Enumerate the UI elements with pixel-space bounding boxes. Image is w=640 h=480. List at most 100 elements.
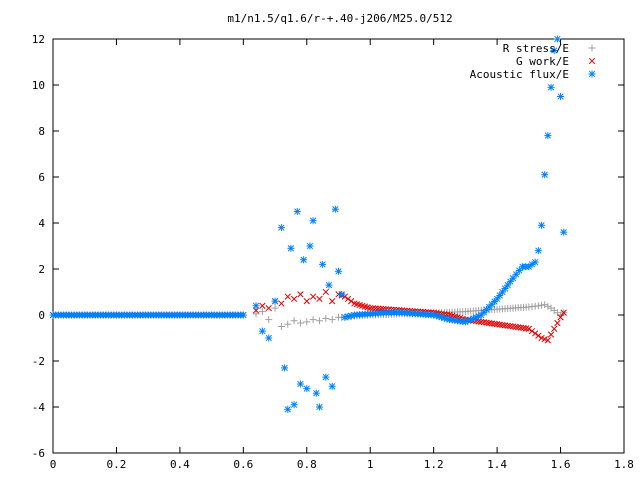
x-tick-label: 0.6 bbox=[233, 458, 253, 471]
data-point bbox=[325, 281, 333, 289]
data-point bbox=[258, 327, 266, 335]
data-point bbox=[322, 288, 329, 296]
data-point bbox=[281, 364, 289, 372]
data-point bbox=[551, 325, 558, 332]
data-point bbox=[322, 373, 330, 381]
data-point bbox=[344, 295, 352, 303]
data-point bbox=[348, 298, 355, 305]
data-point bbox=[296, 380, 304, 388]
legend-label: R stress/E bbox=[503, 42, 569, 55]
data-point bbox=[531, 258, 539, 266]
data-point bbox=[501, 285, 509, 293]
legend-marker bbox=[588, 70, 596, 78]
data-point bbox=[319, 260, 327, 268]
data-point bbox=[312, 389, 320, 397]
plot-area bbox=[49, 35, 568, 413]
y-tick-label: 0 bbox=[38, 309, 45, 322]
data-point bbox=[367, 304, 374, 312]
data-point bbox=[252, 310, 260, 318]
data-point bbox=[284, 320, 292, 328]
y-tick-label: -6 bbox=[32, 447, 45, 460]
data-point bbox=[271, 297, 279, 305]
data-point bbox=[496, 291, 504, 299]
data-point bbox=[258, 308, 266, 316]
data-point bbox=[287, 244, 295, 252]
data-point bbox=[271, 304, 279, 312]
data-point bbox=[560, 309, 567, 316]
plot-frame bbox=[52, 38, 625, 454]
data-point bbox=[284, 405, 292, 413]
data-point bbox=[557, 93, 565, 100]
data-point bbox=[252, 302, 260, 310]
y-tick-label: -4 bbox=[32, 401, 46, 414]
data-point bbox=[290, 317, 298, 325]
data-point bbox=[265, 316, 273, 324]
y-tick-label: 2 bbox=[38, 263, 45, 276]
data-point bbox=[297, 291, 304, 298]
data-point bbox=[538, 221, 546, 229]
data-point bbox=[525, 325, 532, 332]
x-tick-label: 1.2 bbox=[424, 458, 444, 471]
x-tick-label: 1.4 bbox=[487, 458, 507, 471]
data-point bbox=[557, 314, 564, 321]
y-tick-label: 4 bbox=[38, 217, 45, 230]
data-point bbox=[309, 217, 317, 225]
data-point bbox=[541, 301, 549, 309]
data-point bbox=[303, 385, 311, 393]
data-point bbox=[528, 327, 536, 335]
data-point bbox=[560, 228, 568, 236]
chart-title: m1/n1.5/q1.6/r-+.40-j206/M25.0/512 bbox=[227, 12, 452, 25]
data-point bbox=[538, 301, 546, 309]
y-tick-label: -2 bbox=[32, 355, 45, 368]
data-point bbox=[290, 295, 298, 303]
data-point bbox=[534, 247, 542, 255]
data-point bbox=[309, 293, 317, 300]
data-point bbox=[544, 302, 552, 310]
data-point bbox=[290, 401, 298, 409]
x-tick-label: 0.2 bbox=[107, 458, 127, 471]
data-point bbox=[544, 337, 552, 344]
x-tick-label: 1 bbox=[367, 458, 374, 471]
data-point bbox=[296, 319, 304, 327]
data-point bbox=[547, 331, 555, 338]
y-tick-label: 12 bbox=[32, 33, 45, 46]
data-point bbox=[554, 319, 561, 327]
data-point bbox=[252, 307, 260, 314]
data-point bbox=[534, 302, 542, 310]
data-point bbox=[316, 295, 323, 303]
legend-label: Acoustic flux/E bbox=[470, 68, 569, 81]
data-point bbox=[335, 267, 342, 275]
data-point bbox=[277, 323, 285, 330]
data-point bbox=[440, 314, 448, 322]
data-point bbox=[541, 171, 549, 179]
legend-marker bbox=[588, 44, 596, 52]
data-point bbox=[532, 330, 539, 337]
x-tick-label: 1.6 bbox=[551, 458, 571, 471]
data-point bbox=[309, 316, 317, 324]
data-point bbox=[259, 302, 266, 309]
y-tick-label: 10 bbox=[32, 79, 45, 92]
axis-ticks: 0 0.2 0.4 0.6 0.8 1 1.2 1.4 1.6 1.8 -6 -4 -2 0 2 4 6 8 10 1… bbox=[32, 33, 634, 471]
data-point bbox=[535, 332, 542, 339]
data-point bbox=[277, 224, 285, 232]
data-point bbox=[322, 314, 330, 322]
data-point bbox=[300, 256, 308, 264]
data-point bbox=[303, 318, 311, 326]
data-point bbox=[265, 304, 272, 312]
data-point bbox=[315, 403, 323, 411]
data-point bbox=[369, 305, 377, 312]
data-point bbox=[306, 242, 314, 250]
x-tick-label: 1.8 bbox=[614, 458, 634, 471]
legend-marker bbox=[588, 57, 596, 65]
legend-label: G work/E bbox=[516, 55, 569, 68]
data-point bbox=[265, 334, 273, 342]
x-tick-label: 0 bbox=[50, 458, 57, 471]
data-point bbox=[328, 316, 336, 324]
data-point bbox=[331, 205, 339, 213]
x-tick-label: 0.4 bbox=[170, 458, 190, 471]
data-point bbox=[372, 305, 379, 312]
x-tick-label: 0.8 bbox=[297, 458, 317, 471]
y-tick-label: 6 bbox=[38, 171, 45, 184]
